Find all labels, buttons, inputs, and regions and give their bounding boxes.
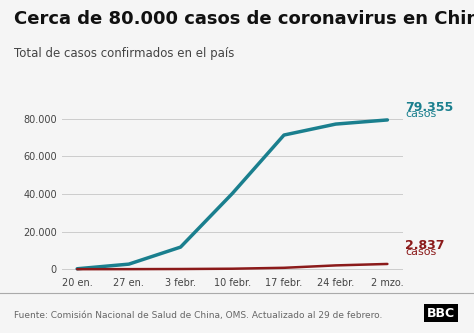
Text: BBC: BBC — [427, 307, 455, 320]
Text: 2.837: 2.837 — [405, 239, 445, 252]
Text: casos: casos — [405, 247, 437, 257]
Text: Total de casos confirmados en el país: Total de casos confirmados en el país — [14, 47, 235, 60]
Text: Fuente: Comisión Nacional de Salud de China, OMS. Actualizado al 29 de febrero.: Fuente: Comisión Nacional de Salud de Ch… — [14, 311, 383, 320]
Text: casos: casos — [405, 109, 437, 119]
Text: 79.355: 79.355 — [405, 101, 454, 114]
Text: Cerca de 80.000 casos de coronavirus en China: Cerca de 80.000 casos de coronavirus en … — [14, 10, 474, 28]
